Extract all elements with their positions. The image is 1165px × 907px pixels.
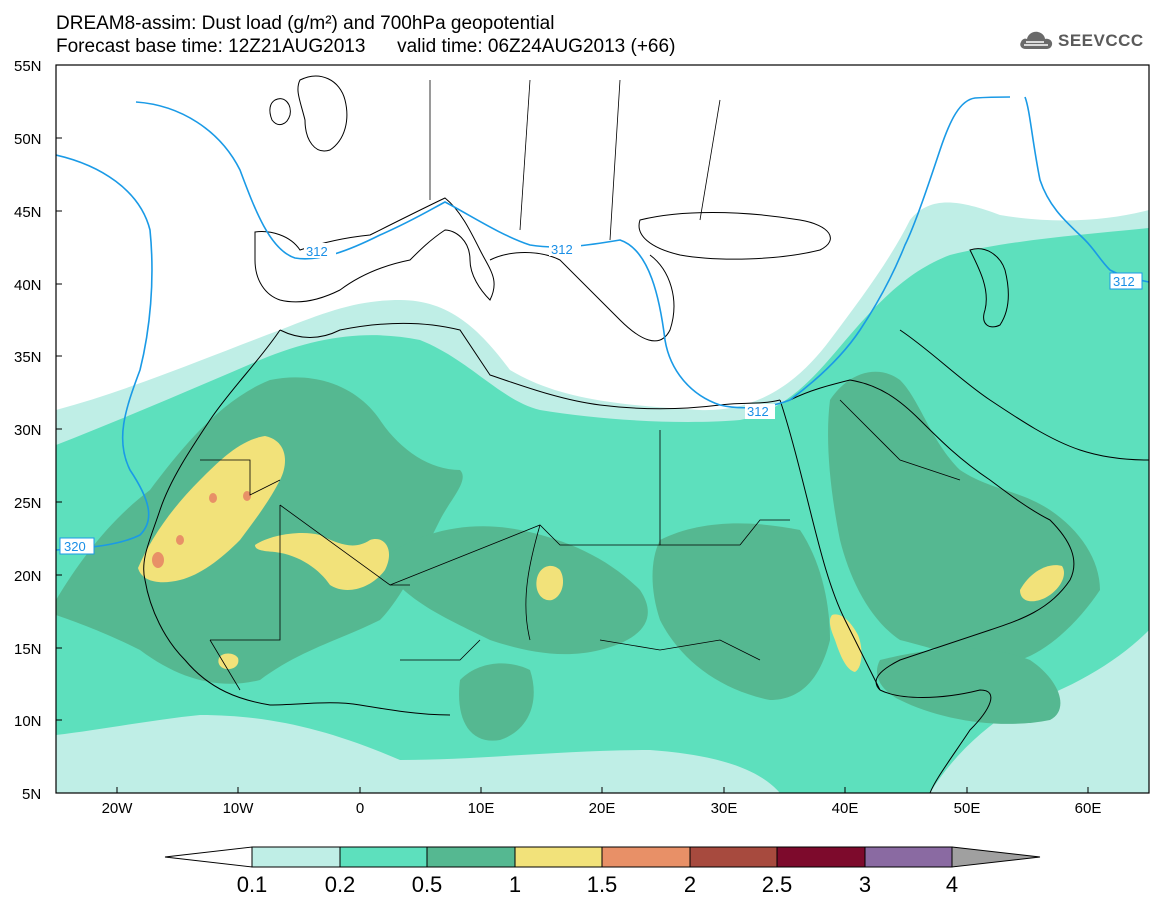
country-borders (200, 79, 961, 691)
colorbar-tick: 2 (684, 872, 696, 897)
coastlines (143, 75, 1149, 793)
dust-band-1.0-senegal (218, 653, 239, 670)
lon-label: 50E (954, 800, 981, 817)
lat-label: 15N (14, 641, 42, 658)
colorbar-tick: 2.5 (762, 872, 793, 897)
colorbar-labels: 0.1 0.2 0.5 1 1.5 2 2.5 3 4 (237, 872, 958, 897)
dust-band-1.5-spot (176, 535, 184, 545)
contour-labels: 312 312 312 312 320 (59, 241, 1143, 555)
lon-label: 20W (102, 800, 134, 817)
dust-band-1.5-spot (243, 491, 251, 501)
lon-label: 10W (223, 800, 255, 817)
forecast-times: Forecast base time: 12Z21AUG2013 valid t… (56, 36, 676, 57)
lat-label: 20N (14, 568, 42, 585)
colorbar-cell (601, 846, 691, 868)
colorbar-cell (864, 846, 953, 868)
colorbar-cell (776, 846, 866, 868)
dust-band-0.5-west (56, 377, 463, 684)
contour-label-1: 312 (306, 244, 328, 259)
colorbar-tick: 0.1 (237, 872, 268, 897)
lat-label: 45N (14, 204, 42, 221)
cloud-icon (1020, 31, 1053, 49)
colorbar-low-arrow (164, 846, 253, 868)
lat-label: 50N (14, 131, 42, 148)
lat-label: 10N (14, 713, 42, 730)
dust-band-0.5-sudan (652, 523, 830, 700)
colorbar (164, 846, 1041, 868)
colorbar-tick: 0.2 (325, 872, 356, 897)
dust-band-1.0-mauritania (138, 436, 285, 583)
colorbar-cell (339, 846, 428, 868)
contour-label-2: 312 (551, 242, 573, 257)
contour-label-6: 320 (64, 539, 86, 554)
lon-label: 30E (711, 800, 738, 817)
dust-band-1.5-spot (152, 552, 164, 568)
colorbar-cell (689, 846, 778, 868)
dust-band-1.0-mali (255, 533, 390, 590)
lat-label: 25N (14, 495, 42, 512)
lat-label: 35N (14, 349, 42, 366)
lon-label: 0 (356, 800, 364, 817)
lon-label: 60E (1075, 800, 1102, 817)
dust-band-1.0-oman (1020, 565, 1065, 602)
colorbar-cell (426, 846, 516, 868)
lon-label: 20E (589, 800, 616, 817)
lat-label: 5N (22, 786, 41, 803)
seevccc-logo: SEEVCCC (1018, 28, 1144, 54)
longitude-labels: 20W 10W 0 10E 20E 30E 40E 50E 60E (102, 800, 1102, 817)
contour-label-3: 312 (747, 404, 769, 419)
latitude-labels: 55N 50N 45N 40N 35N 30N 25N 20N 15N 10N … (14, 58, 42, 803)
colorbar-tick: 1.5 (587, 872, 618, 897)
colorbar-cell (251, 846, 341, 868)
dust-band-1.0-chad (536, 565, 564, 601)
lat-label: 40N (14, 277, 42, 294)
contour-label-4: 312 (1113, 274, 1135, 289)
lat-label: 30N (14, 422, 42, 439)
dust-band-0.2 (56, 228, 1149, 793)
colorbar-tick: 1 (509, 872, 521, 897)
colorbar-tick: 4 (946, 872, 958, 897)
colorbar-tick: 0.5 (412, 872, 443, 897)
colorbar-tick: 3 (859, 872, 871, 897)
lon-label: 40E (832, 800, 859, 817)
lat-label: 55N (14, 58, 42, 75)
dust-band-1.5-spot (209, 493, 217, 503)
dust-band-0.5-chad (459, 663, 534, 741)
logo-text: SEEVCCC (1058, 31, 1144, 50)
dust-band-0.5-sahel (380, 526, 648, 655)
dust-band-1.0-eritrea (829, 614, 862, 672)
colorbar-high-arrow (951, 846, 1041, 868)
tick-marks (56, 64, 1089, 793)
colorbar-cell (514, 846, 603, 868)
map-title: DREAM8-assim: Dust load (g/m²) and 700hP… (56, 13, 555, 34)
dust-band-0.5-horn (876, 648, 1061, 724)
lon-label: 10E (468, 800, 495, 817)
